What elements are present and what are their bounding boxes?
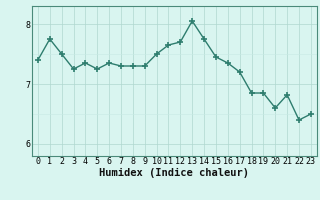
- X-axis label: Humidex (Indice chaleur): Humidex (Indice chaleur): [100, 168, 249, 178]
